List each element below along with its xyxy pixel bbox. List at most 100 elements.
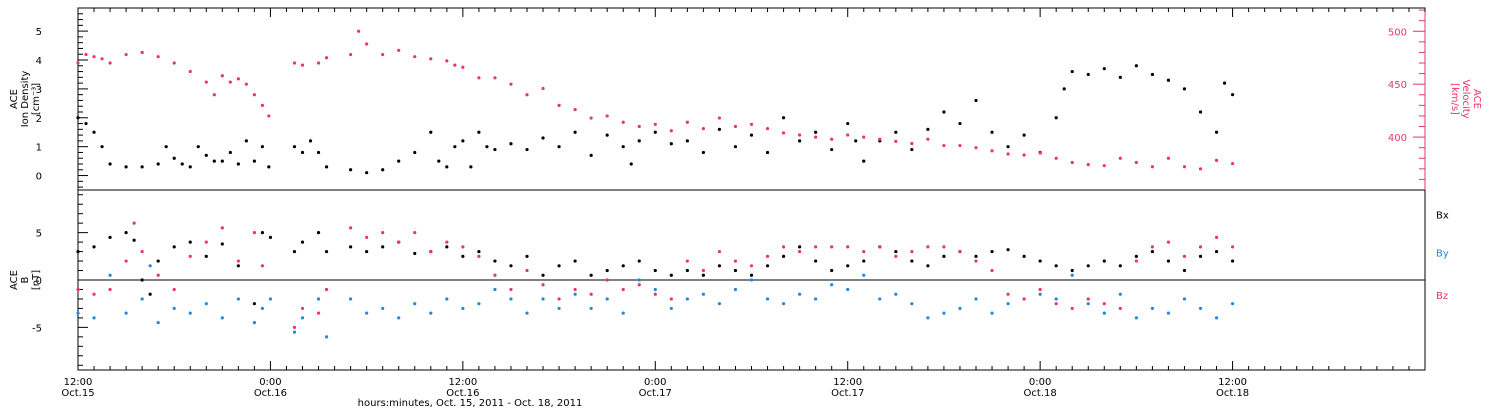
data-point xyxy=(1086,297,1090,301)
data-point xyxy=(637,259,641,263)
data-point xyxy=(260,264,265,268)
data-point xyxy=(1182,165,1187,169)
data-point xyxy=(685,259,689,263)
data-point xyxy=(1038,292,1042,296)
data-point xyxy=(236,259,240,263)
data-point xyxy=(862,259,866,263)
data-point xyxy=(381,231,385,235)
data-point xyxy=(846,121,850,126)
data-point xyxy=(132,221,136,225)
date-tick-label: Oct.16 xyxy=(254,388,287,399)
data-point xyxy=(717,127,722,131)
data-point xyxy=(621,287,625,292)
tick-label: 450 xyxy=(1388,80,1407,91)
data-point xyxy=(397,240,401,244)
x-axis-title: hours:minutes, Oct. 15, 2011 - Oct. 18, … xyxy=(358,398,583,409)
axis-label-line: ACE xyxy=(9,89,20,109)
data-point xyxy=(477,249,481,254)
panel-frame xyxy=(77,7,1426,191)
data-point xyxy=(100,57,104,61)
ion-density-axis: 0 1 2 3 4 5 xyxy=(36,13,88,188)
data-point xyxy=(910,147,914,152)
data-point xyxy=(188,69,192,74)
data-point xyxy=(156,259,160,263)
data-point xyxy=(268,297,273,301)
date-tick-label: Oct.17 xyxy=(831,388,864,399)
data-point xyxy=(316,231,321,235)
data-point xyxy=(573,130,577,134)
data-point xyxy=(1230,245,1235,249)
time-tick-label: 12:00 xyxy=(64,377,93,388)
data-point xyxy=(1118,292,1122,296)
data-point xyxy=(349,52,353,57)
series-bx xyxy=(76,231,1235,306)
data-point xyxy=(1038,151,1042,155)
data-point xyxy=(846,264,850,268)
data-point xyxy=(445,245,449,249)
data-point xyxy=(653,292,657,296)
data-point xyxy=(324,165,329,169)
data-point xyxy=(260,231,265,235)
data-point xyxy=(573,287,577,292)
axis-label-line: Ion Density xyxy=(20,71,31,128)
data-point xyxy=(958,143,962,148)
data-point xyxy=(653,268,657,273)
data-point xyxy=(1150,306,1154,311)
data-point xyxy=(894,139,898,143)
data-point xyxy=(701,268,705,273)
data-point xyxy=(605,278,609,282)
axis-label-line: [nT] xyxy=(31,270,42,290)
data-point xyxy=(814,297,818,301)
data-point xyxy=(1022,153,1026,157)
axis-labels: ACE Ion Density [cm⁻³] ACEVelocity[km/s]ACE… xyxy=(9,71,1482,291)
magnetic-field-label: ACE B [nT] xyxy=(9,270,42,290)
data-point xyxy=(1230,259,1235,263)
data-point xyxy=(629,162,633,166)
data-point xyxy=(765,297,770,301)
series-bz xyxy=(76,221,1235,329)
data-point xyxy=(493,287,497,292)
data-point xyxy=(894,130,898,134)
axis-label-line: Velocity xyxy=(1460,79,1471,118)
data-point xyxy=(413,150,417,155)
data-point xyxy=(76,311,80,315)
data-point xyxy=(1134,254,1138,258)
data-point xyxy=(1182,297,1187,301)
data-point xyxy=(324,335,329,339)
data-point xyxy=(220,226,224,230)
data-point xyxy=(1070,273,1074,277)
data-point xyxy=(733,287,738,292)
data-point xyxy=(974,146,978,150)
tick-label: 2 xyxy=(36,114,42,125)
data-point xyxy=(92,292,96,296)
data-point xyxy=(108,287,112,292)
data-point xyxy=(365,249,369,254)
data-point xyxy=(974,98,978,103)
data-point xyxy=(1102,311,1106,315)
data-point xyxy=(862,159,866,163)
data-point xyxy=(252,302,256,306)
data-point xyxy=(1086,163,1090,167)
data-point xyxy=(1230,302,1235,306)
data-point xyxy=(894,249,898,254)
data-point xyxy=(974,297,978,301)
data-point xyxy=(397,48,401,52)
data-point xyxy=(830,245,834,249)
data-point xyxy=(589,153,593,157)
data-point xyxy=(84,52,88,57)
data-point xyxy=(212,93,216,97)
magnetic-field-series xyxy=(76,221,1235,339)
data-point xyxy=(1022,297,1026,301)
data-point xyxy=(469,165,473,169)
data-point xyxy=(605,114,609,118)
data-point xyxy=(461,139,465,143)
data-point xyxy=(910,141,914,146)
data-point xyxy=(669,129,673,133)
data-point xyxy=(621,311,625,315)
data-point xyxy=(164,145,168,149)
data-point xyxy=(445,297,449,301)
legend-by: By xyxy=(1436,248,1449,259)
data-point xyxy=(204,240,208,244)
data-point xyxy=(349,297,353,301)
